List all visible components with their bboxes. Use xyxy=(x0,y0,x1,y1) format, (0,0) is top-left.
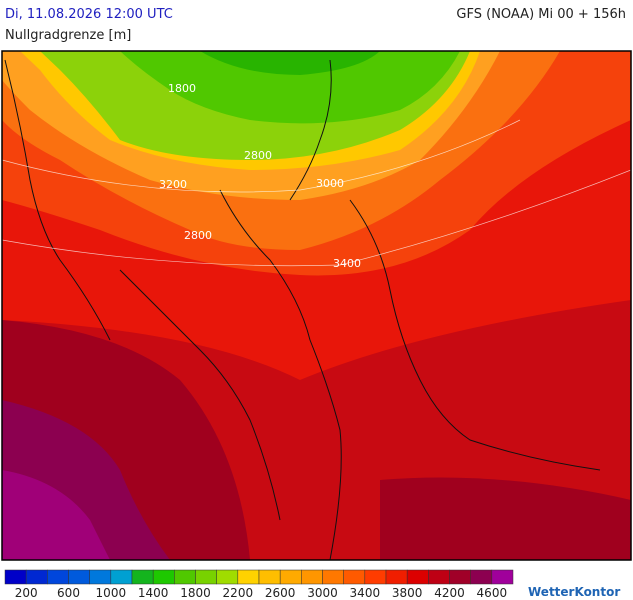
contour-label: 2800 xyxy=(244,149,272,162)
colorbar-label: 1400 xyxy=(138,586,169,600)
colorbar-label: 200 xyxy=(15,586,38,600)
contour-label: 2800 xyxy=(184,229,212,242)
colorbar: 200 600 1000 1400 1800 2200 2600 3000 3400 3800 42… xyxy=(4,569,514,600)
colorbar-swatch xyxy=(279,569,302,585)
colorbar-swatch xyxy=(406,569,429,585)
colorbar-label: 1800 xyxy=(180,586,211,600)
colorbar-swatch xyxy=(195,569,217,585)
colorbar-swatch xyxy=(47,569,69,585)
colorbar-label: 3000 xyxy=(307,586,338,600)
contour-label: 1800 xyxy=(168,82,196,95)
colorbar-label: 2600 xyxy=(265,586,296,600)
colorbar-swatch xyxy=(237,569,260,585)
colorbar-swatch xyxy=(322,569,344,585)
colorbar-swatch xyxy=(25,569,48,585)
map: 1800 2800 3200 3000 2800 3400 xyxy=(1,50,632,561)
colorbar-label: 600 xyxy=(57,586,80,600)
colorbar-label: 4600 xyxy=(477,586,508,600)
colorbar-swatch xyxy=(428,569,450,585)
colorbar-swatch xyxy=(174,569,196,585)
colorbar-swatch xyxy=(301,569,323,585)
colorbar-swatch xyxy=(385,569,408,585)
colorbar-swatch xyxy=(152,569,175,585)
colorbar-swatch xyxy=(4,569,27,585)
brand-logo: WetterKontor xyxy=(528,585,620,599)
colorbar-swatch xyxy=(343,569,366,585)
colorbar-swatch xyxy=(216,569,239,585)
contour-label: 3200 xyxy=(159,178,187,191)
colorbar-swatch xyxy=(470,569,493,585)
colorbar-swatch xyxy=(110,569,133,585)
datetime: Di, 11.08.2026 12:00 UTC xyxy=(5,7,173,22)
colorbar-swatch xyxy=(68,569,90,585)
parameter: Nullgradgrenze [m] xyxy=(5,28,131,43)
colorbar-label: 1000 xyxy=(96,586,127,600)
colorbar-label: 3400 xyxy=(350,586,381,600)
colorbar-swatch xyxy=(131,569,154,585)
contour-label: 3000 xyxy=(316,177,344,190)
colorbar-label: 4200 xyxy=(434,586,465,600)
model-run: GFS (NOAA) Mi 00 + 156h xyxy=(456,7,626,22)
colorbar-label: 2200 xyxy=(223,586,254,600)
colorbar-swatch xyxy=(449,569,471,585)
contour-label: 3400 xyxy=(333,257,361,270)
colorbar-swatch xyxy=(89,569,112,585)
colorbar-swatch xyxy=(364,569,387,585)
colorbar-swatch xyxy=(491,569,514,585)
colorbar-label: 3800 xyxy=(392,586,423,600)
colorbar-swatch xyxy=(258,569,281,585)
